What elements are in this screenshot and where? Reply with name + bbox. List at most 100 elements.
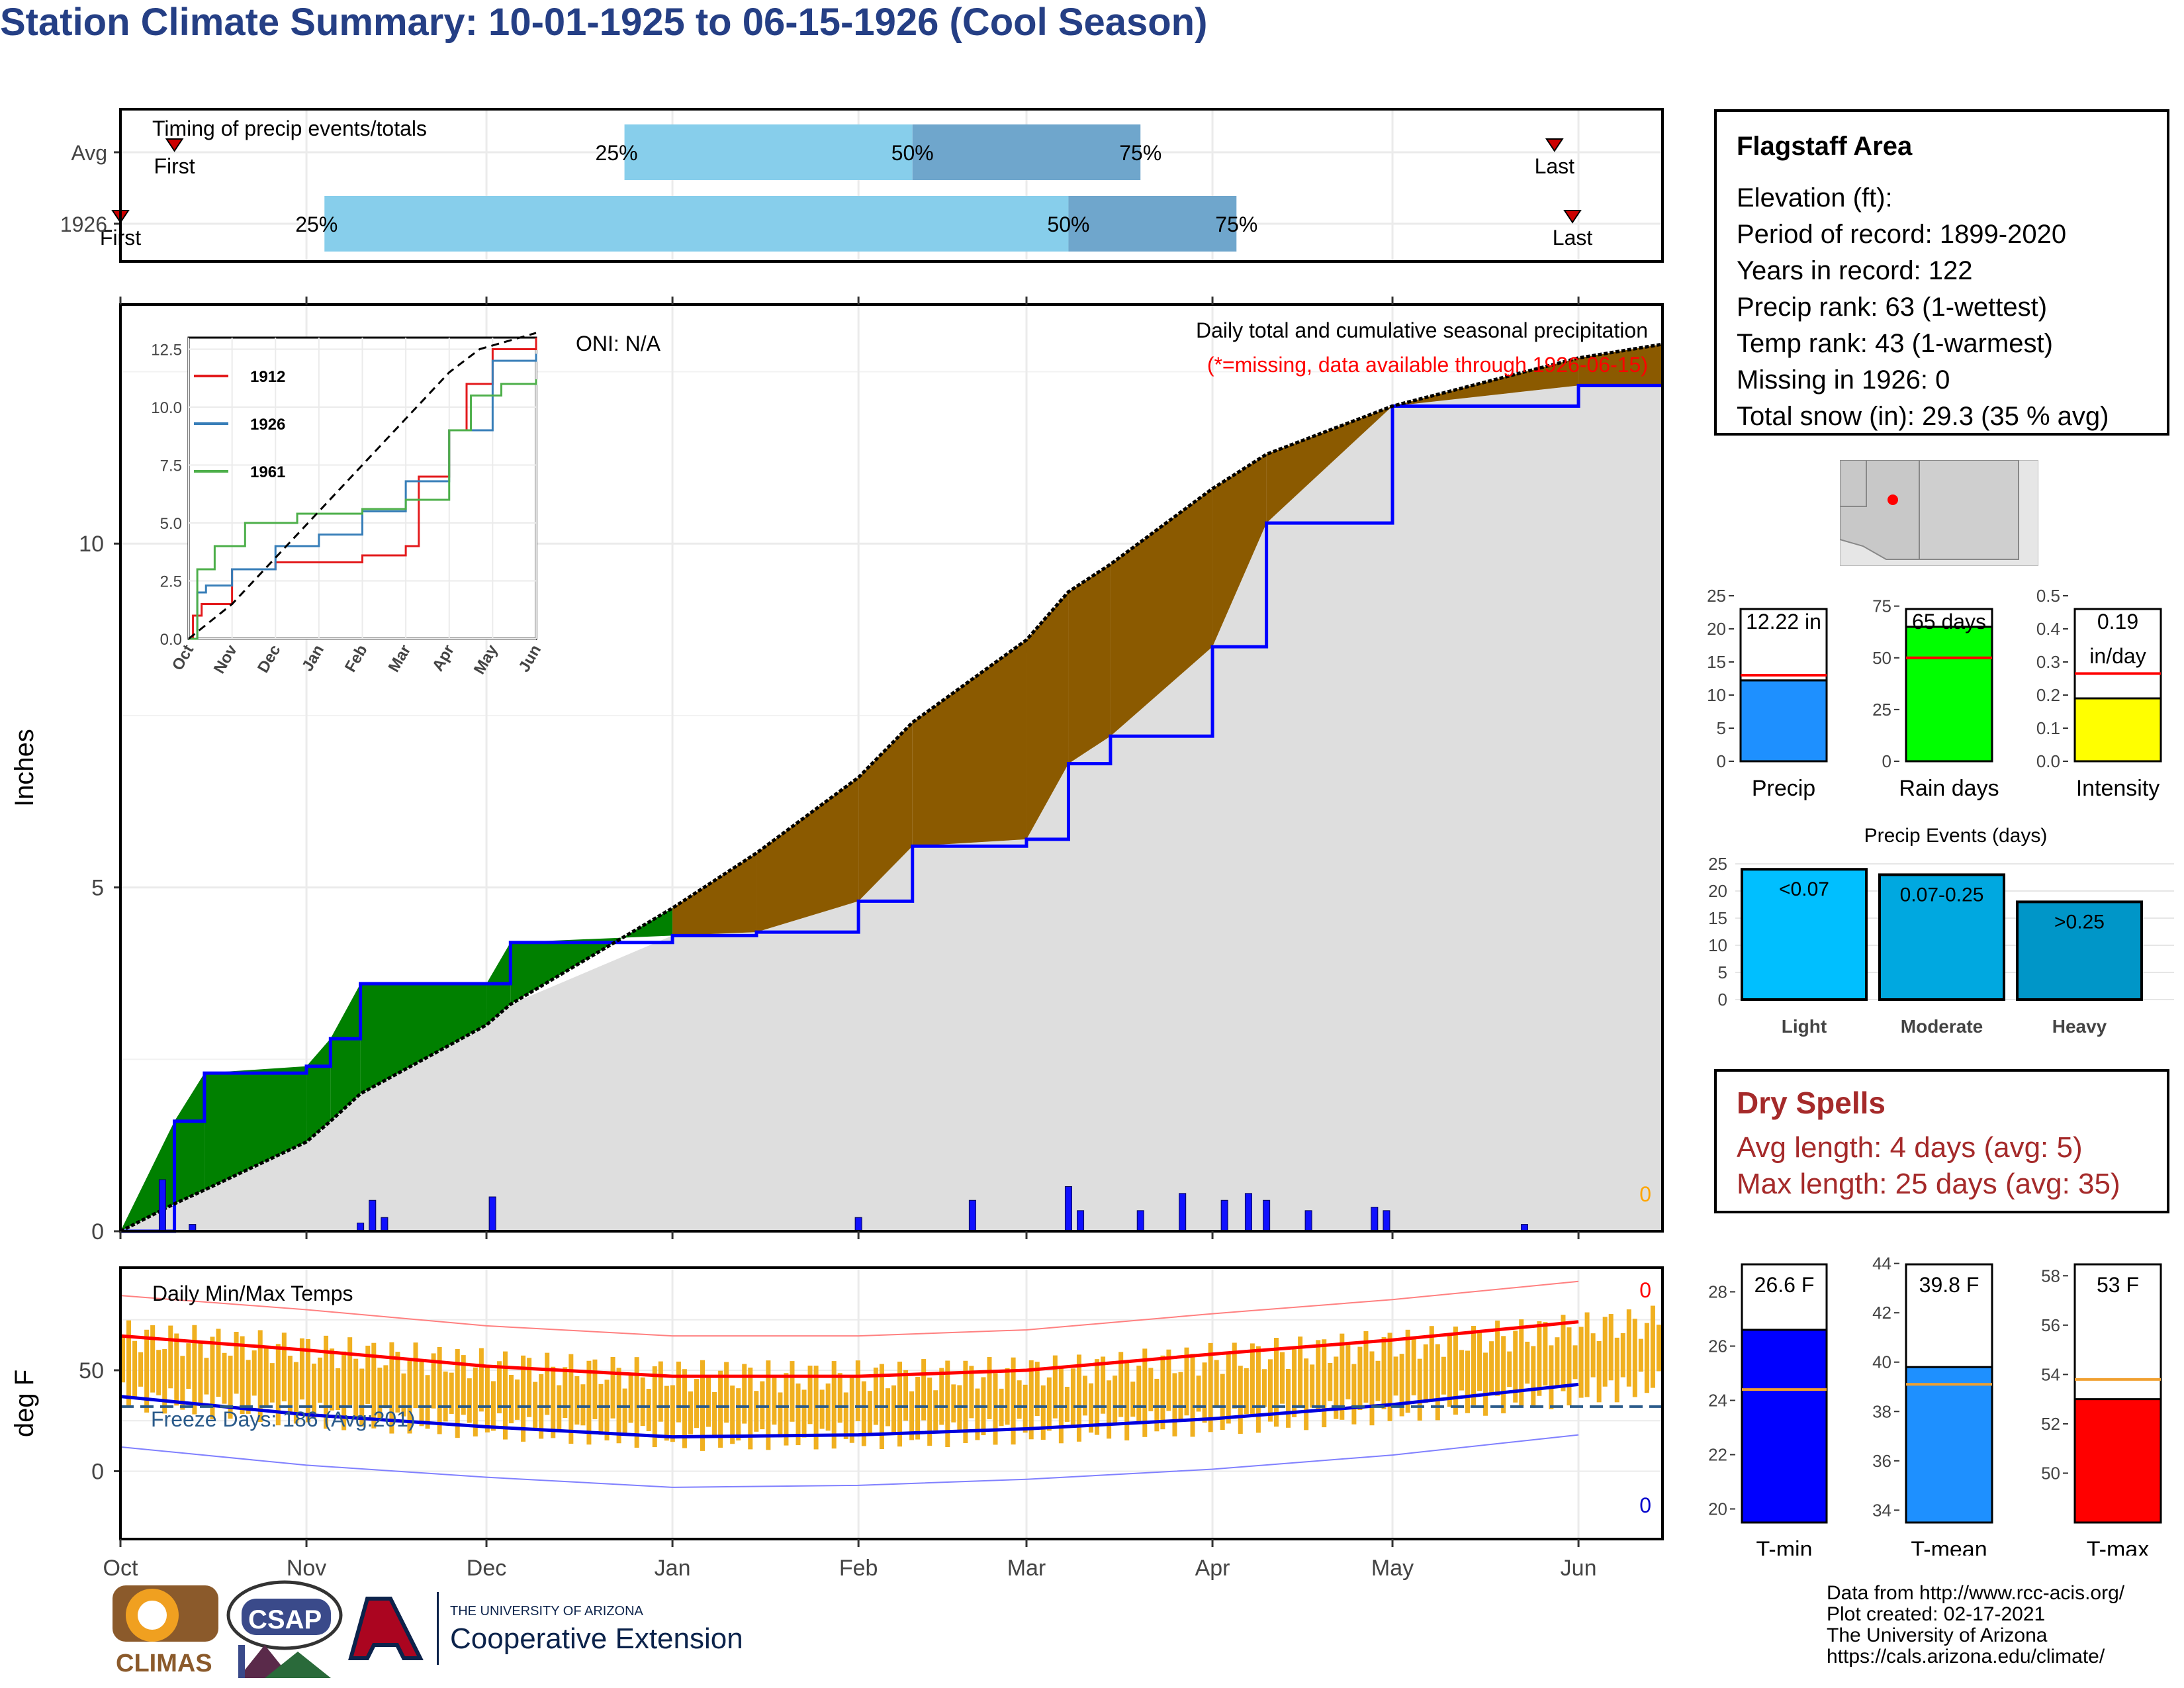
temp-mini-value-label: 53 F [2097,1273,2139,1297]
daily-temp-bar [1513,1331,1518,1403]
timing-p50-label: 50% [891,141,934,165]
daily-temp-bar [790,1361,795,1422]
daily-temp-bar [801,1389,807,1438]
daily-temp-bar [246,1360,251,1414]
daily-temp-bar [1089,1383,1094,1433]
timing-bar-25-50 [324,196,1069,252]
daily-temp-bar [915,1377,921,1440]
events-bar-value: <0.07 [1779,878,1829,900]
precip-departure-area [174,1073,205,1204]
daily-temp-bar [993,1373,998,1445]
daily-temp-bar [1519,1319,1524,1407]
timing-row-label: 1926 [60,212,107,236]
daily-precip-bar [1064,1186,1072,1232]
daily-temp-bar [1292,1349,1297,1417]
daily-temp-bar [251,1350,257,1396]
daily-temp-bar [1298,1336,1303,1406]
daily-temp-bar [455,1348,460,1438]
mini-tick-label: 5 [1717,718,1726,738]
daily-temp-bar [1255,1346,1261,1433]
events-bar [1741,868,1868,1001]
daily-temp-bar [502,1351,508,1440]
daily-temp-bar [1345,1344,1351,1399]
page-title: Station Climate Summary: 10-01-1925 to 0… [0,1,1208,44]
month-label: Oct [103,1556,138,1581]
daily-temp-bar [1244,1368,1249,1415]
legend-title: Daily total and cumulative seasonal prec… [1196,318,1648,342]
temp-mini-tick-label: 22 [1708,1445,1727,1465]
daily-temp-bar [819,1389,825,1429]
mini-tick-label: 0.2 [2036,685,2060,705]
daily-temp-bar [1220,1374,1225,1430]
daily-temp-bar [473,1367,478,1437]
precip-departure-area [756,777,859,933]
precip-departure-area [1578,344,1662,386]
mini-bar-category: Rain days [1899,776,1999,801]
daily-temp-bar [330,1348,335,1411]
daily-temp-bar [706,1378,711,1427]
info-temp-rank: Temp rank: 43 (1-warmest) [1737,329,2053,358]
timing-label: Timing of precip events/totals [152,117,427,140]
timing-row-label: Avg [71,141,107,165]
temp-mini-tick-label: 50 [2041,1463,2060,1483]
daily-temp-bar [1489,1341,1494,1395]
daily-precip-bar [369,1199,377,1232]
daily-temp-bar [515,1379,520,1420]
precip-departure-area [912,639,1026,847]
csap-logo: CSAP [226,1580,343,1678]
daily-temp-bar [933,1390,938,1430]
daily-temp-bar [293,1362,298,1424]
events-bar-category: Heavy [2052,1016,2107,1037]
daily-temp-bar [1650,1305,1655,1388]
inset-y-tick: 7.5 [160,457,182,475]
credit-url: https://cals.arizona.edu/climate/ [1827,1646,2105,1667]
record-max-count: 0 [1639,1278,1651,1302]
daily-temp-bar [1590,1333,1596,1378]
daily-temp-bar [484,1365,490,1432]
y-tick-label: 10 [79,532,104,557]
mini-tick-label: 50 [1872,648,1891,668]
daily-temp-bar [1423,1344,1428,1403]
daily-temp-bar [490,1381,496,1431]
last-event-label: Last [1553,226,1593,250]
temp-mini-tick-label: 24 [1708,1391,1727,1411]
precip-departure-area [858,722,913,902]
daily-temp-bar [1632,1319,1637,1397]
daily-temp-bar [574,1376,580,1425]
daily-temp-bar [1620,1333,1625,1378]
last-event-marker [1563,210,1582,224]
inset-y-tick: 5.0 [160,515,182,533]
daily-temp-bar [377,1368,383,1420]
daily-temp-bar [1107,1380,1112,1439]
mini-bar-category: Precip [1752,776,1815,801]
daily-temp-bar [341,1351,347,1430]
daily-temp-bar [1387,1333,1392,1421]
ua-logo: THE UNIVERSITY OF ARIZONA Cooperative Ex… [348,1592,741,1665]
daily-precip-bar [1371,1207,1379,1232]
daily-temp-bar [305,1338,310,1423]
temp-mini-tick-label: 44 [1872,1254,1891,1274]
timing-p75-label: 75% [1119,141,1161,165]
daily-temp-bar [437,1346,442,1434]
daily-precip-bar [158,1179,166,1232]
temp-mini-tick-label: 42 [1872,1303,1891,1323]
daily-temp-bar [150,1325,156,1393]
daily-temp-bar [897,1361,903,1447]
daily-temp-bar [1190,1354,1195,1437]
info-elevation: Elevation (ft): [1737,183,1893,212]
daily-temp-bar [987,1357,992,1419]
inset-legend-label: 1912 [250,368,285,386]
daily-temp-bar [1608,1314,1614,1381]
station-name: Flagstaff Area [1737,132,1913,161]
mini-bar-value-label: in/day [2089,644,2146,668]
daily-temp-bar [1005,1368,1010,1425]
daily-temp-bar [1351,1364,1357,1425]
mini-bar-value [2073,697,2162,763]
mini-tick-label: 15 [1707,652,1726,672]
daily-temp-bar [216,1329,221,1397]
inset-legend-label: 1961 [250,463,285,481]
daily-temp-bar [347,1337,353,1405]
daily-temp-bar [1572,1345,1578,1380]
inset-avg-line [188,332,537,640]
